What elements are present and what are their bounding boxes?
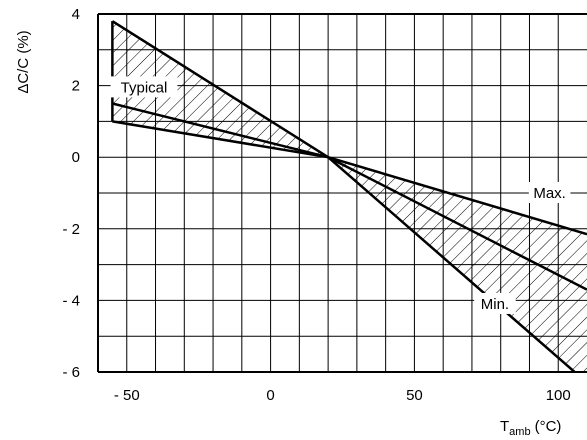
y-tick-label: - 2 [62,221,80,238]
annotation-bg-max [528,182,571,203]
annotation-max: Max. [533,185,566,202]
tolerance-band-high-temp [328,157,587,372]
annotations: Typical Max. Min. [110,76,571,314]
plot-frame [97,13,587,373]
y-axis-title: ΔC/C (%) [15,30,32,93]
tick-labels: - 50 0 50 100 4 2 0 - 2 - 4 - 6 [62,6,570,404]
y-tick-label: 0 [72,149,80,166]
y-tick-label: - 6 [62,364,80,381]
x-tick-label: 100 [546,387,571,404]
y-tick-label: 4 [72,6,80,23]
x-axis-title: Tamb (°C) [500,418,561,438]
x-axis-title-subscript: amb [509,426,530,438]
annotation-bg-min [474,292,516,314]
x-axis-title-unit: (°C) [535,418,562,435]
y-tick-label: 2 [72,78,80,95]
annotation-bg-typical [110,76,178,98]
x-axis-title-main: T [500,418,509,435]
x-tick-label: 0 [266,387,274,404]
x-tick-label: 50 [406,387,423,404]
tolerance-bands [112,21,587,372]
annotation-typical: Typical [121,79,168,96]
x-tick-label: - 50 [114,387,140,404]
y-tick-label: - 4 [62,292,80,309]
annotation-min: Min. [481,296,509,313]
